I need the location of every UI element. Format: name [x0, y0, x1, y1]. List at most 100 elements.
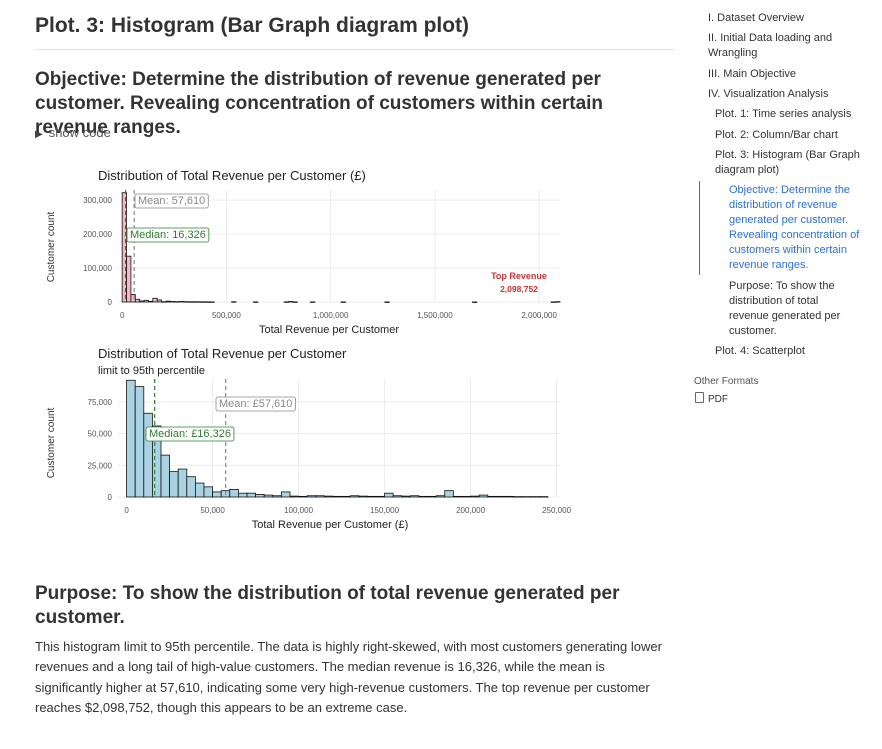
histogram-bar [401, 495, 411, 498]
histogram-bar [194, 482, 205, 498]
y-tick-label: 0 [108, 298, 113, 307]
pdf-link[interactable]: PDF [695, 392, 728, 407]
histogram-bar [237, 492, 248, 498]
histogram-bar [130, 294, 136, 303]
y-tick-label: 0 [108, 493, 113, 502]
histogram-bar [513, 496, 523, 498]
histogram-bar [315, 495, 325, 498]
purpose-paragraph: This histogram limit to 95th percentile.… [35, 639, 662, 716]
x-axis-label: Total Revenue per Customer (£) [252, 519, 409, 531]
histogram-bar [126, 379, 136, 498]
histogram-bar [289, 495, 299, 498]
histogram-bar [504, 495, 514, 498]
objective-heading: Objective: Determine the distribution of… [35, 69, 604, 138]
y-tick-label: 200,000 [83, 230, 112, 239]
toc-item-plot-4[interactable]: Plot. 4: Scatterplot [715, 345, 805, 357]
histogram-bar [341, 495, 351, 498]
histogram-bar [280, 491, 291, 498]
histogram-bar [332, 495, 342, 498]
x-tick-label: 0 [120, 311, 125, 320]
histogram-bar [177, 468, 188, 498]
toc-item-plot-1[interactable]: Plot. 1: Time series analysis [715, 108, 852, 120]
histogram-bar [478, 494, 489, 498]
chart-title: Distribution of Total Revenue per Custom… [98, 346, 347, 361]
histogram-bar [196, 301, 202, 303]
histogram-bar [323, 495, 334, 498]
histogram-bar [435, 495, 446, 498]
y-tick-label: 300,000 [83, 196, 112, 205]
y-tick-label: 100,000 [83, 264, 112, 273]
section-title: Plot. 3: Histogram (Bar Graph diagram pl… [35, 14, 470, 37]
y-tick-label: 25,000 [88, 461, 113, 470]
x-tick-label: 1,500,000 [417, 311, 453, 320]
plot-area: 0 25,000 50,000 75,000 0 50,000 100,000 150,000… [88, 379, 572, 515]
histogram-bar [134, 386, 145, 498]
histogram-bar [292, 301, 298, 303]
histogram-bar [139, 300, 145, 303]
histogram-bar [472, 301, 478, 303]
histogram-bar [148, 300, 154, 303]
x-tick-label: 1,000,000 [313, 311, 349, 320]
toc-item-dataset-overview[interactable]: I. Dataset Overview [708, 12, 804, 24]
mean-label-box [134, 193, 209, 209]
histogram-bar [530, 496, 540, 498]
toc-item-visualization-analysis[interactable]: IV. Visualization Analysis [708, 88, 829, 100]
histogram-bar [283, 301, 289, 303]
histogram-bar [255, 494, 265, 498]
histogram-bar [550, 301, 557, 303]
histogram-bar [340, 301, 346, 303]
histogram-bar [288, 301, 294, 303]
histogram-bar [392, 495, 403, 498]
histogram-bar [461, 495, 471, 498]
histogram-bar [538, 496, 549, 498]
disclosure-triangle-icon: ▶ [35, 129, 43, 140]
histogram-bar [384, 301, 390, 303]
histogram-bar [375, 495, 385, 498]
mean-label: Mean: 57,610 [138, 195, 205, 207]
histogram-bar [418, 495, 428, 498]
histogram-bar [229, 488, 239, 498]
histogram-bar [470, 495, 480, 498]
mean-label-box [215, 396, 296, 412]
chart-title: Distribution of Total Revenue per Custom… [98, 168, 366, 183]
y-axis-label: Customer count [46, 211, 57, 282]
x-tick-label: 200,000 [456, 506, 485, 515]
x-axis-label: Total Revenue per Customer [259, 324, 399, 336]
histogram-bar [521, 496, 532, 498]
histogram-bar [310, 301, 316, 303]
x-tick-label: 250,000 [542, 506, 571, 515]
toc-item-plot-2[interactable]: Plot. 2: Column/Bar chart [715, 129, 838, 141]
histogram-bar [427, 495, 437, 498]
toc-item-plot-3[interactable]: Plot. 3: Histogram (Bar Graph diagram pl… [715, 149, 860, 176]
histogram-bar [165, 300, 171, 303]
toc-item-objective[interactable]: Objective: Determine the distribution of… [729, 184, 860, 271]
y-tick-label: 75,000 [88, 398, 113, 407]
histogram-bar [174, 301, 180, 303]
histogram-bar [143, 412, 153, 498]
histogram-bar [204, 301, 211, 303]
histogram-bar [444, 490, 454, 498]
histogram-bar [152, 297, 158, 303]
histogram-bar [306, 495, 317, 498]
x-tick-label: 0 [124, 506, 129, 515]
histogram-bar [121, 192, 127, 303]
histogram-bar [384, 492, 394, 498]
histogram-bar [349, 495, 360, 498]
histogram-bar [134, 298, 141, 303]
pdf-icon [695, 392, 704, 403]
toc-item-purpose[interactable]: Purpose: To show the distribution of tot… [729, 280, 841, 337]
show-code-toggle[interactable]: ▶ show code [35, 125, 111, 140]
toc-item-main-objective[interactable]: III. Main Objective [708, 68, 797, 80]
histogram-full-chart: Distribution of Total Revenue per Custom… [46, 168, 561, 336]
histogram-bar [200, 301, 206, 303]
toc-item-initial-data-loading[interactable]: II. Initial Data loading and Wrangling [708, 32, 833, 59]
histogram-bar [169, 301, 176, 303]
histogram-bar [191, 301, 198, 303]
chart-subtitle: limit to 95th percentile [98, 365, 205, 377]
median-label-box [145, 426, 235, 442]
histogram-bar [212, 491, 222, 498]
x-tick-label: 150,000 [370, 506, 399, 515]
histogram-95th-chart: Distribution of Total Revenue per Custom… [46, 346, 572, 531]
histogram-bar [160, 454, 170, 498]
median-label: Median: £16,326 [149, 428, 231, 440]
